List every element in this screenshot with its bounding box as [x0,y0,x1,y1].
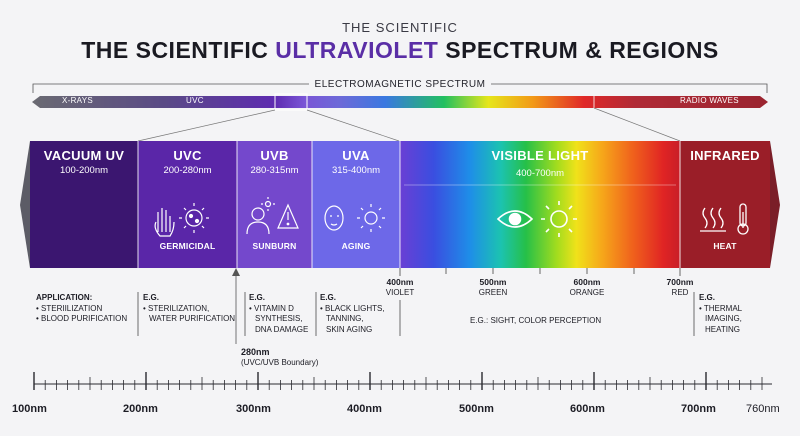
caption-sunburn: SUNBURN [252,241,297,251]
region-name: UVB [260,148,289,163]
zoom-line-ir [593,107,681,142]
supertitle: THE SCIENTIFIC [342,20,458,35]
region-label-uva: UVA 315-400nm [312,148,400,176]
zoom-line-right [306,109,400,142]
em-label-xrays: X-RAYS [62,96,93,105]
title-prefix: THE SCIENTIFIC [81,37,269,63]
axis-tick-group [33,372,763,390]
region-label-infrared: INFRARED [680,148,770,163]
boundary-600: 600nm ORANGE [569,277,605,297]
region-name: INFRARED [690,148,760,163]
region-visible [400,141,680,268]
axis-label-200: 200nm [123,403,158,415]
annotation-visible: E.G.: SIGHT, COLOR PERCEPTION [470,316,602,325]
axis-label-400: 400nm [347,403,382,415]
title-highlight: ULTRAVIOLET [275,37,439,63]
boundary-700: 700nm RED [666,277,694,297]
axis-label-600: 600nm [570,403,605,415]
region-range: 100-200nm [59,165,109,176]
caption-aging: AGING [341,241,371,251]
page-title: THE SCIENTIFIC ULTRAVIOLET SPECTRUM & RE… [0,37,800,64]
region-range: 315-400nm [331,165,381,176]
region-label-uvc: UVC 200-280nm [138,148,237,176]
heat-thermometer-icon [700,203,749,235]
em-label-radio: RADIO WAVES [680,96,739,105]
region-uva [312,141,400,268]
region-range: 200-280nm [163,165,212,176]
left-arrow-cap [20,141,30,268]
caption-heat: HEAT [713,241,737,251]
region-name: VACUUM UV [43,148,125,163]
title-suffix: SPECTRUM & REGIONS [445,37,719,63]
annotation-280-boundary: 280nm (UVC/UVB Boundary) [241,347,319,367]
eye-sun-icon [496,201,577,237]
axis-label-700: 700nm [681,403,716,415]
region-label-vacuum: VACUUM UV 100-200nm [30,148,138,176]
axis-label-760: 760nm [746,403,780,415]
region-range: 280-315nm [250,165,299,176]
region-vacuum-uv [30,141,138,268]
em-spectrum-label: ELECTROMAGNETIC SPECTRUM [0,79,800,90]
region-range: 400-700nm [515,168,565,179]
annotation-uva: E.G. • BLACK LIGHTS, TANNING, SKIN AGING [320,293,385,334]
annotation-uvb: E.G. • VITAMIN D SYNTHESIS, DNA DAMAGE [249,293,309,334]
annotation-vacuum: APPLICATION: • STERIILIZATION • BLOOD PU… [36,293,128,323]
region-name: UVA [342,148,370,163]
region-label-visible: VISIBLE LIGHT 400-700nm [400,148,680,179]
uv-zoom-window [274,93,308,111]
region-uvc [138,141,237,268]
annotation-uvc: E.G. • STERILIZATION, WATER PURIFICATION [143,293,236,323]
region-name: UVC [173,148,202,163]
axis-label-500: 500nm [459,403,494,415]
boundary-400: 400nm VIOLET [385,277,415,297]
axis-label-100: 100nm [12,403,47,415]
annotation-infrared: E.G. • THERMAL IMAGING, HEATING [699,293,743,334]
person-warning-icon [246,197,299,235]
region-name: VISIBLE LIGHT [491,148,589,163]
em-label-uvc: UVC [186,96,204,105]
right-arrow-cap [770,141,780,268]
zoom-line-left [137,109,276,142]
face-sun-icon [324,204,385,232]
axis-label-300: 300nm [236,403,271,415]
boundary-280-arrow [232,268,240,276]
em-spectrum-bar [32,96,768,108]
caption-germicidal: GERMICIDAL [159,241,216,251]
region-label-uvb: UVB 280-315nm [237,148,312,176]
boundary-500: 500nm GREEN [478,277,508,297]
hand-virus-icon [154,203,209,237]
region-infrared [680,141,770,268]
